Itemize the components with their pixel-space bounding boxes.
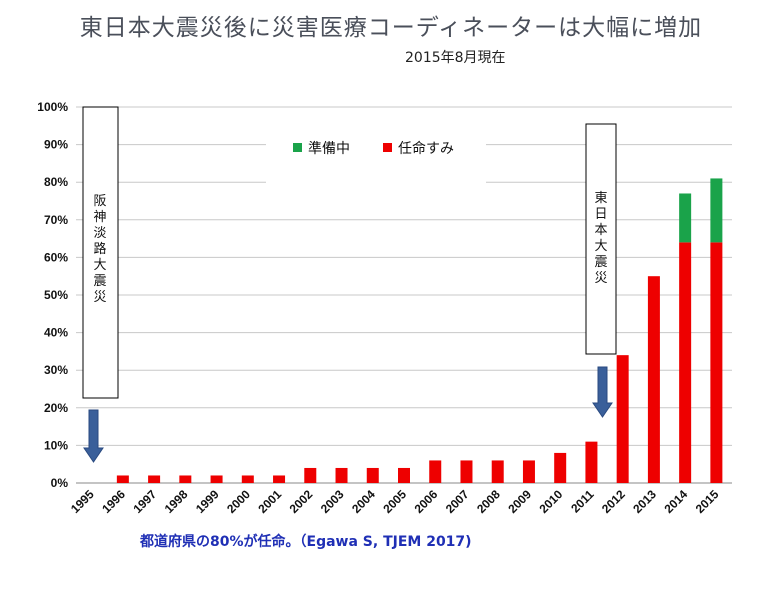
legend-swatch-preparing	[293, 143, 302, 152]
bar-2001-appointed	[273, 475, 286, 483]
x-tick-label: 2009	[505, 487, 534, 516]
bar-2000-appointed	[241, 475, 254, 483]
y-tick-label: 90%	[44, 138, 68, 152]
bar-2008-appointed	[491, 460, 504, 483]
x-tick-label: 1996	[99, 487, 128, 516]
annotation-text-higashinihon: 東日本大震災	[594, 190, 607, 286]
bars	[116, 178, 723, 483]
y-tick-label: 20%	[44, 401, 68, 415]
x-tick-label: 2004	[349, 487, 378, 516]
legend: 準備中 任命すみ	[266, 131, 486, 183]
y-tick-label: 30%	[44, 363, 68, 377]
bar-2002-appointed	[304, 467, 317, 483]
y-tick-label: 100%	[37, 100, 68, 114]
y-axis-ticks: 0% 10% 20% 30% 40% 50% 60% 70% 80% 90% 100%	[37, 100, 68, 490]
x-tick-label: 2014	[661, 487, 690, 516]
y-tick-label: 40%	[44, 326, 68, 340]
bar-2014-preparing	[679, 193, 692, 243]
x-tick-label: 2007	[443, 487, 472, 516]
x-tick-label: 2010	[537, 487, 566, 516]
x-tick-label: 2001	[255, 487, 284, 516]
y-tick-label: 0%	[51, 476, 69, 490]
legend-swatch-appointed	[383, 143, 392, 152]
source-caption: 都道府県の80%が任命。（Egawa S, TJEM 2017)	[140, 534, 472, 550]
legend-label-preparing: 準備中	[308, 141, 350, 157]
bar-2010-appointed	[554, 452, 567, 483]
x-tick-label: 1995	[68, 487, 97, 516]
chart-subtitle: 2015年8月現在	[405, 50, 506, 66]
bar-1997-appointed	[148, 475, 161, 483]
x-tick-label: 2015	[693, 487, 722, 516]
y-tick-label: 10%	[44, 438, 68, 452]
bar-2004-appointed	[366, 467, 379, 483]
bar-2006-appointed	[429, 460, 442, 483]
x-tick-label: 2005	[380, 487, 409, 516]
bar-2009-appointed	[522, 460, 535, 483]
bar-1996-appointed	[116, 475, 129, 483]
bar-1999-appointed	[210, 475, 223, 483]
down-arrow-icon	[592, 366, 613, 418]
x-tick-label: 2003	[318, 487, 347, 516]
bar-2012-appointed	[616, 355, 629, 483]
bar-2013-appointed	[647, 276, 660, 483]
x-tick-label: 2008	[474, 487, 503, 516]
x-tick-label: 1998	[162, 487, 191, 516]
bar-2014-appointed	[679, 242, 692, 483]
y-tick-label: 60%	[44, 250, 68, 264]
bar-2003-appointed	[335, 467, 348, 483]
x-axis-ticks: 1995 1996 1997 1998 1999 2000 2001 2002 2003 2004…	[68, 487, 722, 516]
x-tick-label: 2011	[568, 487, 597, 516]
legend-label-appointed: 任命すみ	[398, 140, 454, 157]
bar-2005-appointed	[398, 467, 410, 483]
annotation-2011: 東日本大震災	[585, 123, 617, 418]
chart-title: 東日本大震災後に災害医療コーディネーターは大幅に増加	[79, 15, 703, 41]
x-tick-label: 2002	[287, 487, 316, 516]
bar-2011-appointed	[585, 441, 598, 483]
bar-1998-appointed	[179, 475, 192, 483]
bar-2015-appointed	[710, 242, 723, 483]
y-tick-label: 50%	[44, 288, 68, 302]
bar-2015-preparing	[710, 178, 723, 243]
x-tick-label: 2012	[599, 487, 628, 516]
y-tick-label: 70%	[44, 213, 68, 227]
annotation-1995: 阪神淡路大震災	[82, 106, 119, 463]
down-arrow-icon	[83, 409, 104, 463]
x-tick-label: 2013	[630, 487, 659, 516]
bar-2007-appointed	[460, 460, 473, 483]
annotation-text-hanshin: 阪神淡路大震災	[93, 194, 106, 305]
x-tick-label: 2006	[412, 487, 441, 516]
y-tick-label: 80%	[44, 175, 68, 189]
x-tick-label: 2000	[224, 487, 253, 516]
x-tick-label: 1997	[130, 487, 159, 516]
x-tick-label: 1999	[193, 487, 222, 516]
